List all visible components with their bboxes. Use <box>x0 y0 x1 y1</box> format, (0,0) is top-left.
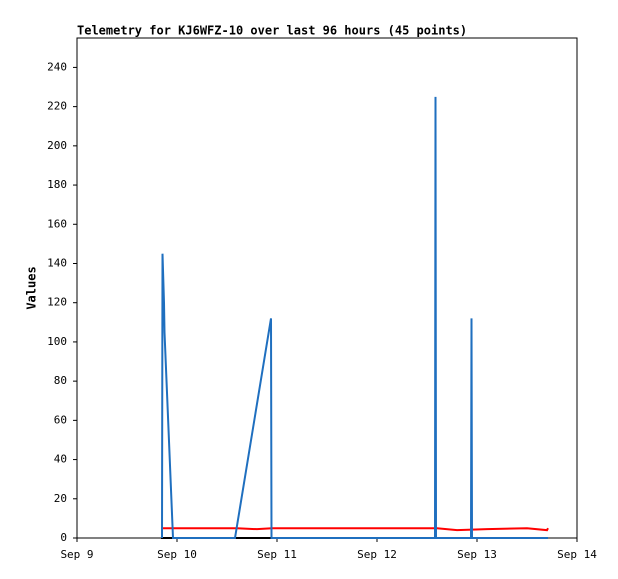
series-line <box>161 96 548 539</box>
chart-title: Telemetry for KJ6WFZ-10 over last 96 hou… <box>77 24 467 38</box>
x-tick-label: Sep 12 <box>357 548 397 561</box>
x-tick-label: Sep 13 <box>457 548 497 561</box>
x-tick-label: Sep 9 <box>60 548 93 561</box>
y-tick-label: 100 <box>47 335 67 348</box>
y-tick-label: 40 <box>54 453 67 466</box>
series-line <box>161 527 549 532</box>
y-tick-label: 240 <box>47 60 67 73</box>
y-tick-label: 180 <box>47 178 67 191</box>
y-axis-label: Values <box>25 266 39 309</box>
y-tick-label: 140 <box>47 256 67 269</box>
y-tick-label: 20 <box>54 492 67 505</box>
y-tick-label: 160 <box>47 217 67 230</box>
y-tick-label: 220 <box>47 100 67 113</box>
x-tick-label: Sep 14 <box>557 548 597 561</box>
y-tick-label: 60 <box>54 413 67 426</box>
y-tick-label: 200 <box>47 139 67 152</box>
y-tick-label: 80 <box>54 374 67 387</box>
y-tick-label: 0 <box>60 531 67 544</box>
x-tick-label: Sep 10 <box>157 548 197 561</box>
y-tick-label: 120 <box>47 296 67 309</box>
x-tick-label: Sep 11 <box>257 548 297 561</box>
